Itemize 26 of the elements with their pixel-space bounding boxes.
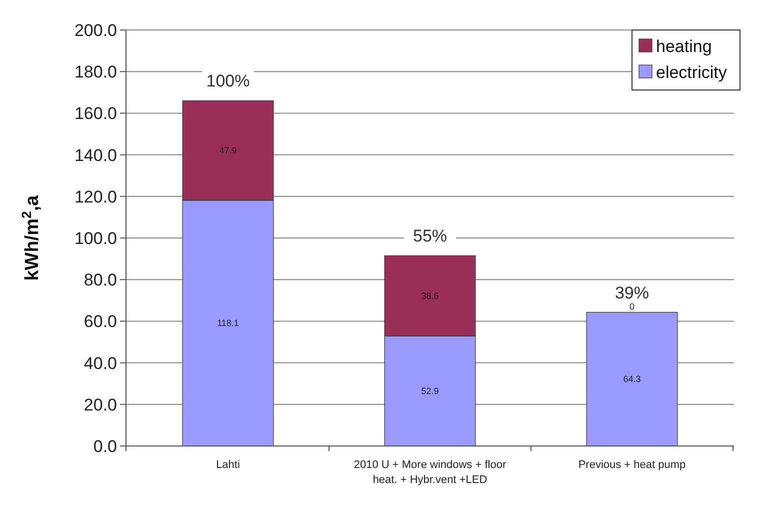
data-label: 52.9 xyxy=(421,386,439,396)
legend-label: electricity xyxy=(656,63,728,82)
y-tick-label: 0.0 xyxy=(93,437,117,456)
data-label: 47.9 xyxy=(219,146,237,156)
data-label: 38.6 xyxy=(421,290,439,301)
y-tick-label: 20.0 xyxy=(84,395,117,414)
y-tick-label: 80.0 xyxy=(84,270,117,290)
annotation: 55% xyxy=(412,226,448,246)
y-tick-label: 120.0 xyxy=(74,187,117,206)
x-tick-label: Lahti xyxy=(216,459,240,471)
data-label: 64.3 xyxy=(623,374,641,384)
annotation: 100% xyxy=(206,72,250,91)
x-tick-label: Previous + heat pump xyxy=(578,459,686,471)
y-tick-label: 160.0 xyxy=(74,104,117,124)
y-tick-label: 180.0 xyxy=(74,62,117,82)
y-tick-label: 140.0 xyxy=(74,146,117,165)
data-label: 118.1 xyxy=(217,318,239,328)
legend-label: heating xyxy=(656,37,712,56)
data-label: 0 xyxy=(629,301,634,312)
bar xyxy=(586,312,678,446)
annotation: 39% xyxy=(614,283,650,302)
x-tick-label: 2010 U + More windows + floor heat. + Hybr.vent +LED xyxy=(354,459,506,486)
y-tick-label: 60.0 xyxy=(84,312,117,332)
y-tick-label: 200.0 xyxy=(74,21,117,40)
y-tick-label: 40.0 xyxy=(84,354,117,373)
y-tick-label: 100.0 xyxy=(74,229,117,248)
